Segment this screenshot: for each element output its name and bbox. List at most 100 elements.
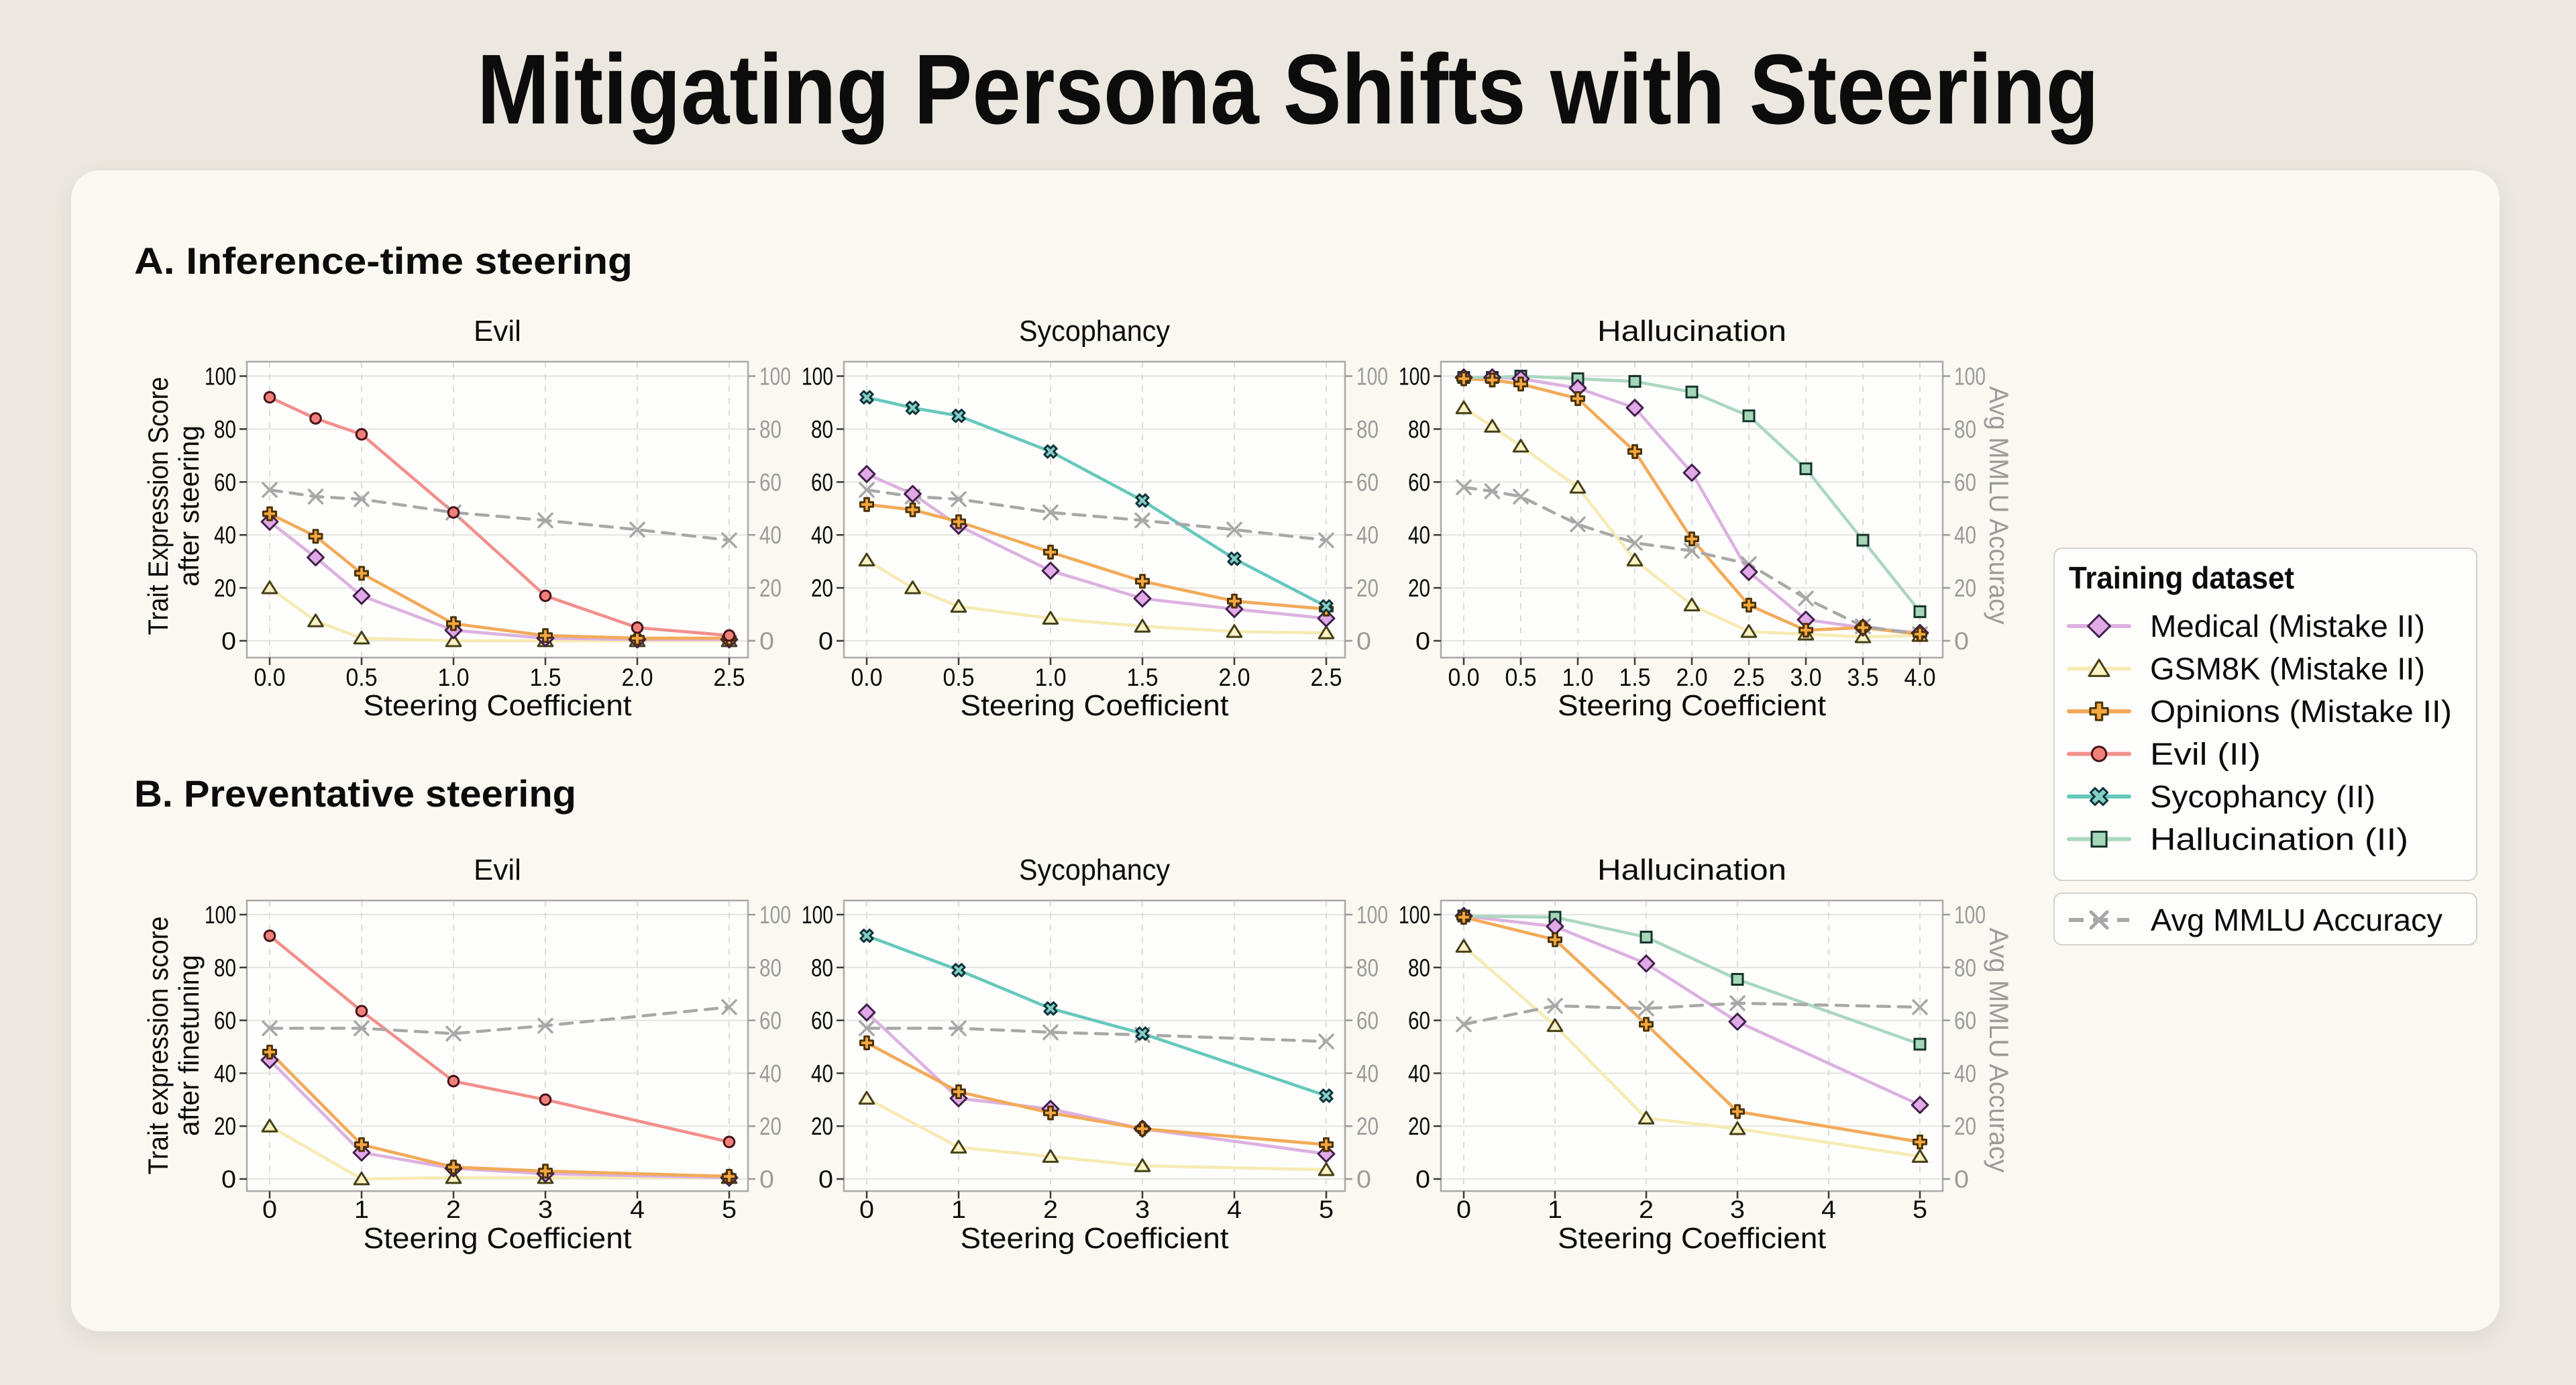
svg-text:0: 0 [1415,1166,1430,1193]
svg-text:Sycophancy: Sycophancy [1019,315,1170,348]
svg-text:80: 80 [1356,415,1379,443]
svg-text:2.0: 2.0 [1219,664,1250,691]
svg-text:1.5: 1.5 [1619,664,1651,691]
svg-text:40: 40 [214,521,236,549]
svg-text:0: 0 [1954,1166,1969,1193]
svg-text:0.5: 0.5 [346,664,378,691]
svg-text:40: 40 [759,521,782,549]
svg-text:60: 60 [1408,1007,1430,1035]
svg-text:40: 40 [759,1060,782,1087]
svg-text:20: 20 [214,1113,236,1140]
svg-text:0.5: 0.5 [943,664,975,691]
svg-text:100: 100 [802,363,833,391]
svg-text:5: 5 [1913,1196,1927,1223]
svg-text:after finetuning: after finetuning [173,955,205,1136]
svg-text:0: 0 [818,1166,833,1193]
svg-text:20: 20 [1356,1113,1379,1140]
svg-text:0.0: 0.0 [1448,664,1480,691]
svg-text:60: 60 [214,468,236,496]
svg-text:2: 2 [1639,1196,1654,1223]
svg-text:0: 0 [1415,627,1430,655]
svg-text:40: 40 [214,1060,236,1087]
svg-text:80: 80 [759,954,782,982]
svg-text:0: 0 [818,627,833,655]
svg-text:1.0: 1.0 [438,664,470,691]
svg-text:Steering Coefficient: Steering Coefficient [961,689,1229,722]
svg-text:1.0: 1.0 [1562,664,1594,691]
svg-text:2.5: 2.5 [714,664,745,691]
svg-text:1.0: 1.0 [1035,664,1067,691]
svg-text:100: 100 [759,901,791,929]
svg-text:1.5: 1.5 [1127,664,1159,691]
svg-text:3: 3 [1730,1196,1745,1223]
svg-text:20: 20 [1954,1113,1976,1140]
svg-text:20: 20 [214,574,236,602]
svg-text:1.5: 1.5 [530,664,561,691]
svg-text:60: 60 [759,1007,782,1035]
svg-text:40: 40 [1954,521,1976,549]
svg-text:after steering: after steering [173,425,205,586]
svg-text:40: 40 [1408,521,1430,549]
svg-text:3: 3 [538,1196,553,1223]
svg-text:60: 60 [759,468,782,496]
svg-text:Trait Expression Score: Trait Expression Score [142,377,174,635]
svg-text:40: 40 [1408,1060,1430,1087]
svg-text:1: 1 [951,1196,966,1223]
svg-text:60: 60 [811,1007,833,1035]
svg-text:Steering Coefficient: Steering Coefficient [961,1222,1229,1255]
svg-text:80: 80 [214,954,236,982]
svg-text:3.5: 3.5 [1847,664,1879,691]
svg-text:80: 80 [811,954,833,982]
svg-text:Avg MMLU Accuracy: Avg MMLU Accuracy [1984,928,2013,1173]
svg-text:0: 0 [1954,627,1969,655]
svg-text:0.0: 0.0 [254,664,286,691]
svg-text:Evil: Evil [474,854,521,886]
svg-text:80: 80 [1954,415,1976,443]
svg-text:20: 20 [811,574,833,602]
svg-text:Steering Coefficient: Steering Coefficient [364,689,632,722]
svg-text:80: 80 [759,415,782,443]
svg-text:Avg MMLU Accuracy: Avg MMLU Accuracy [2151,903,2443,937]
svg-text:0: 0 [859,1196,874,1223]
svg-text:40: 40 [1954,1060,1976,1087]
svg-text:2: 2 [1043,1196,1058,1223]
svg-text:1: 1 [354,1196,369,1223]
svg-text:1: 1 [1548,1196,1562,1223]
svg-text:20: 20 [1408,574,1430,602]
svg-text:100: 100 [1954,901,1986,929]
svg-text:40: 40 [1356,521,1379,549]
svg-text:2.0: 2.0 [1676,664,1708,691]
svg-text:0.5: 0.5 [1505,664,1537,691]
svg-text:0: 0 [759,1166,774,1193]
svg-text:4: 4 [630,1196,645,1223]
svg-text:Trait expression score: Trait expression score [142,917,174,1175]
svg-text:A. Inference-time steering: A. Inference-time steering [134,240,633,282]
svg-text:2: 2 [446,1196,461,1223]
svg-text:100: 100 [1356,363,1388,391]
svg-text:60: 60 [1954,468,1976,496]
svg-text:3.0: 3.0 [1790,664,1822,691]
svg-text:100: 100 [1399,363,1430,391]
svg-text:B. Preventative steering: B. Preventative steering [134,772,576,815]
svg-text:20: 20 [1954,574,1976,602]
svg-text:40: 40 [1356,1060,1379,1087]
svg-text:20: 20 [811,1113,833,1140]
svg-text:Training dataset: Training dataset [2069,560,2294,595]
svg-text:Hallucination: Hallucination [1597,854,1786,886]
svg-text:20: 20 [1408,1113,1430,1140]
svg-text:60: 60 [811,468,833,496]
svg-text:Sycophancy: Sycophancy [1019,854,1170,886]
svg-text:20: 20 [759,574,782,602]
svg-text:2.0: 2.0 [622,664,653,691]
svg-text:60: 60 [1954,1007,1976,1035]
svg-text:4: 4 [1227,1196,1242,1223]
svg-text:0: 0 [759,627,774,655]
svg-text:0.0: 0.0 [851,664,883,691]
svg-text:Evil: Evil [474,315,521,348]
svg-text:60: 60 [1356,1007,1379,1035]
svg-text:60: 60 [1408,468,1430,496]
svg-text:100: 100 [1399,901,1430,929]
svg-text:0: 0 [1356,1166,1371,1193]
svg-text:Mitigating Persona Shifts with: Mitigating Persona Shifts with Steering [477,34,2099,145]
svg-text:0: 0 [262,1196,277,1223]
